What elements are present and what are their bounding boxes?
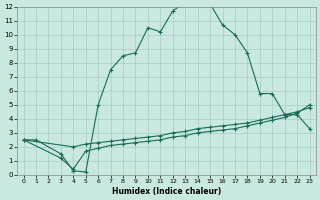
X-axis label: Humidex (Indice chaleur): Humidex (Indice chaleur) — [112, 187, 221, 196]
